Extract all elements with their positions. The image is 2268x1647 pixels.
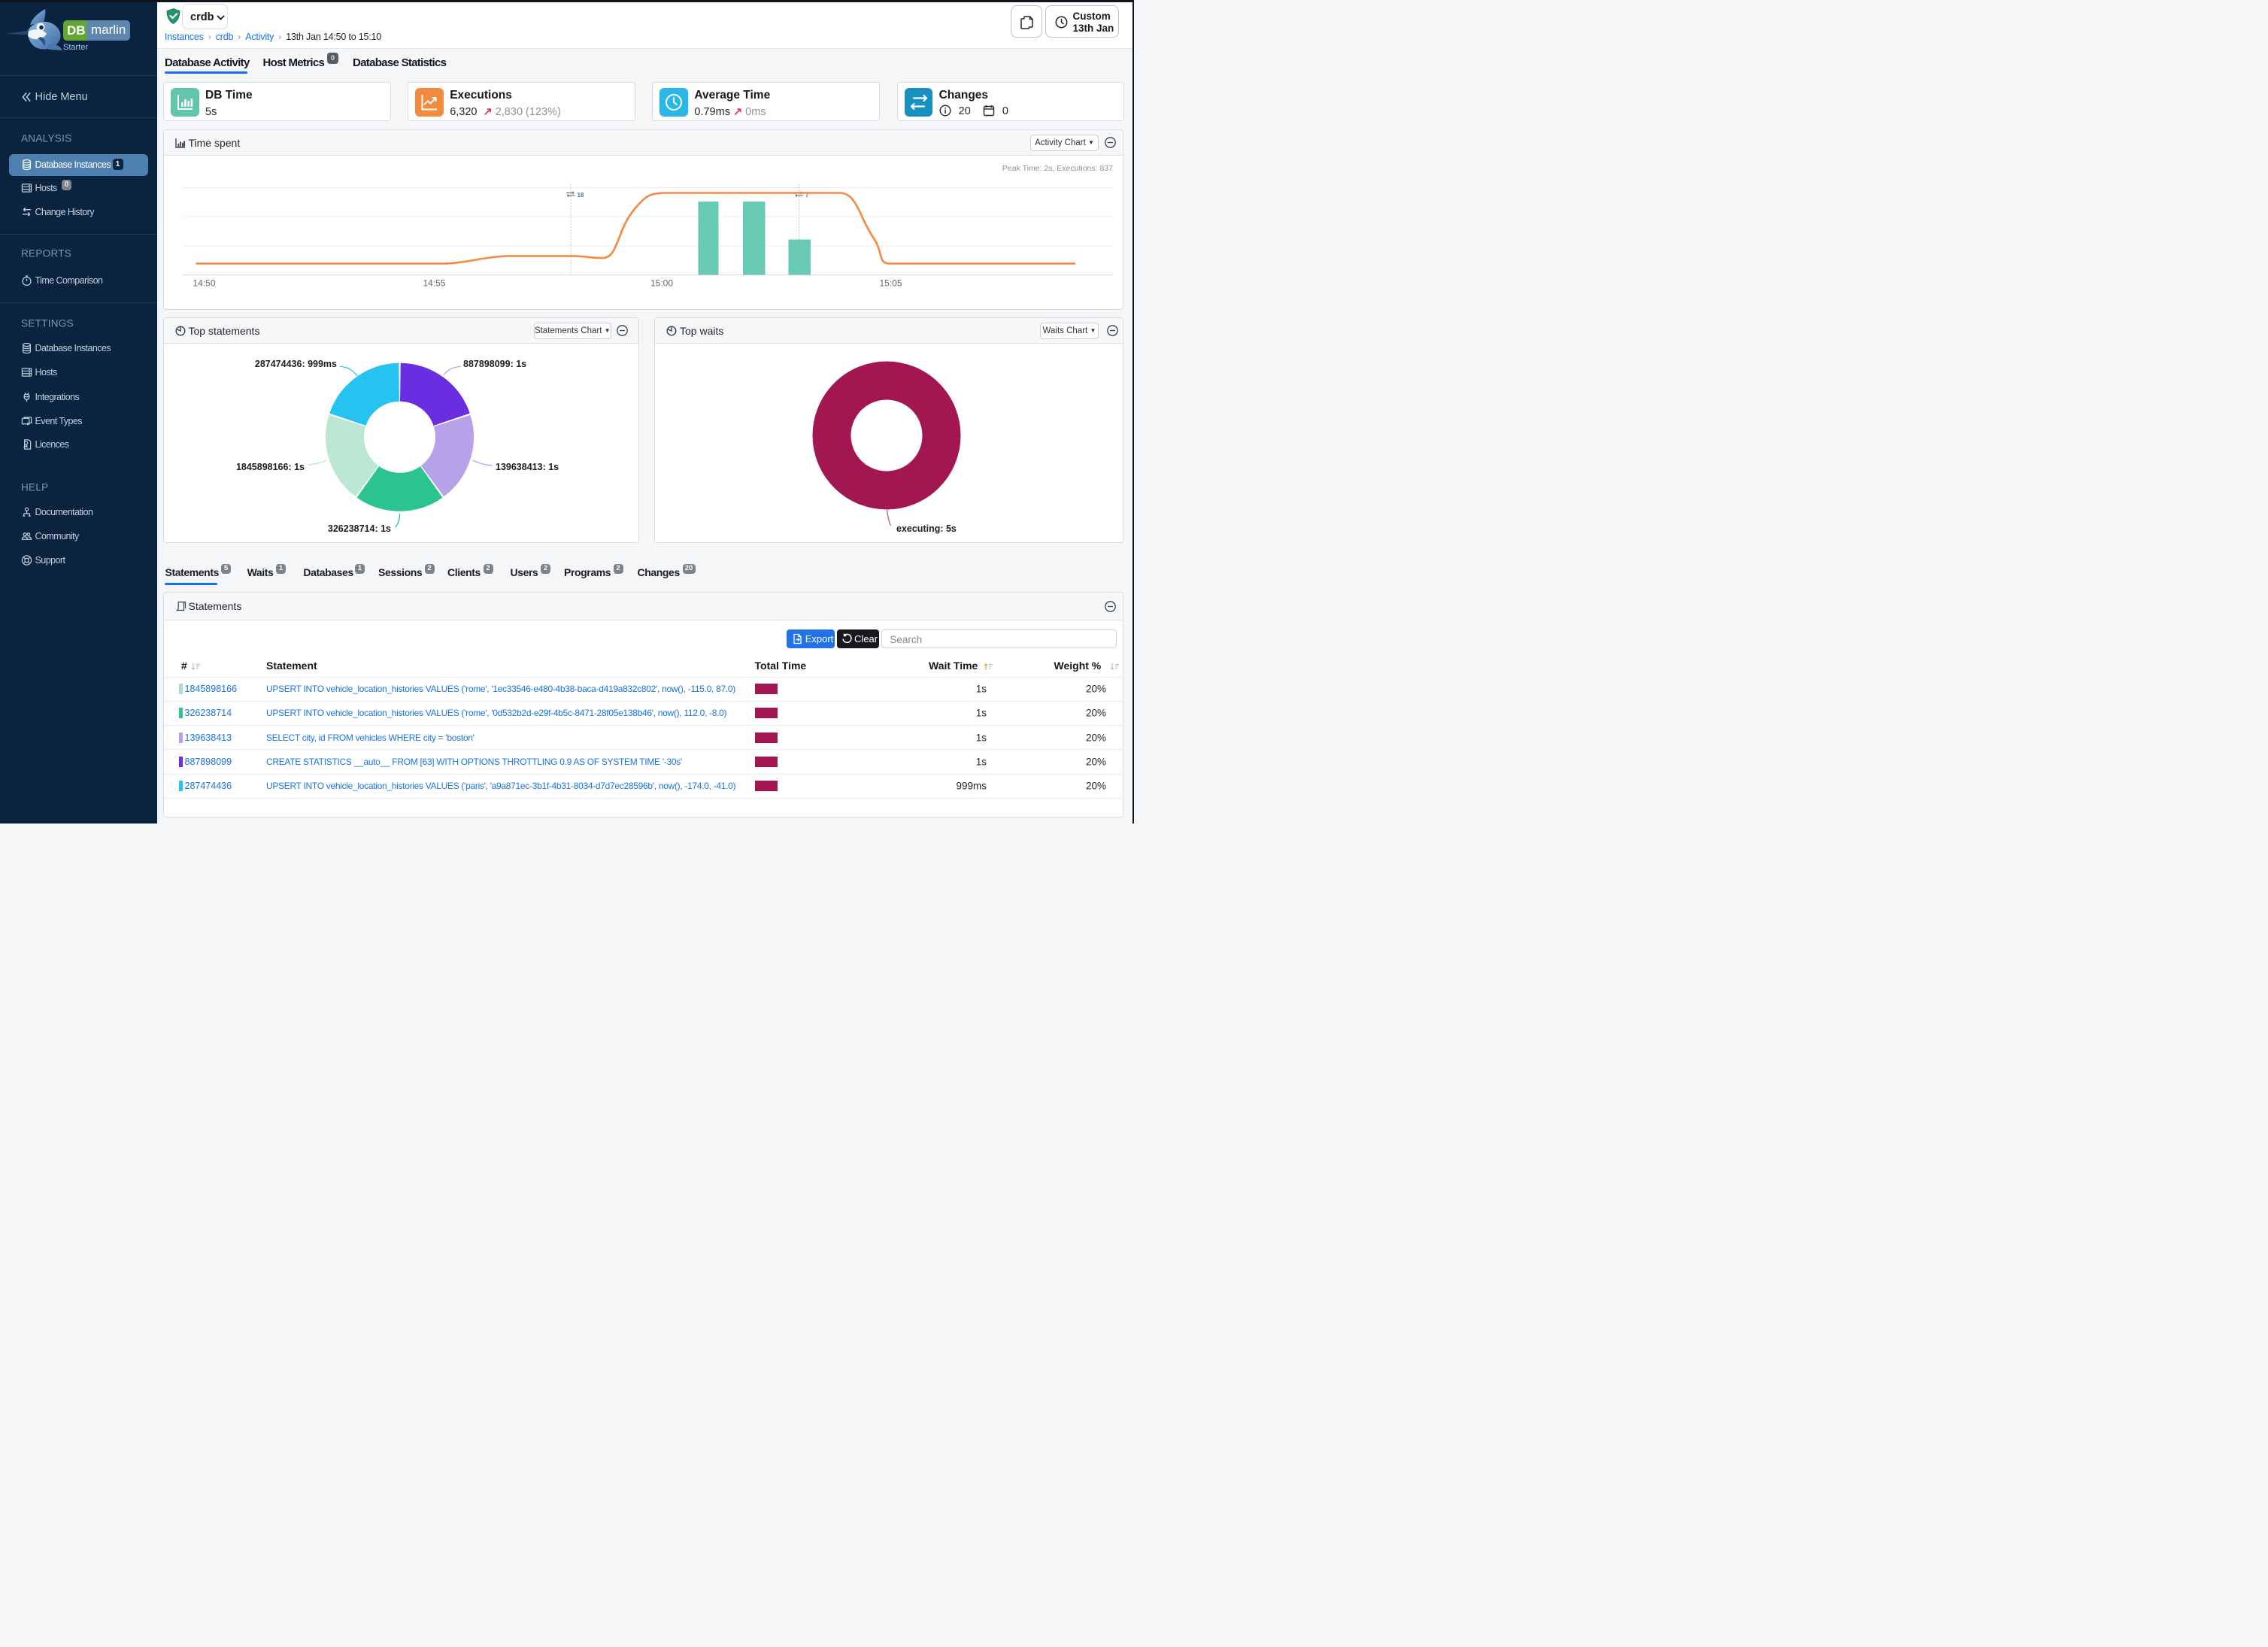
svg-text:15:00: 15:00 bbox=[650, 278, 672, 288]
svg-text:326238714: 1s: 326238714: 1s bbox=[327, 523, 390, 534]
svg-text:139638413: 1s: 139638413: 1s bbox=[496, 462, 559, 472]
svg-text:287474436: 999ms: 287474436: 999ms bbox=[254, 359, 336, 369]
svg-text:14:55: 14:55 bbox=[423, 278, 445, 288]
svg-text:Peak Time: 2s, Executions: 837: Peak Time: 2s, Executions: 837 bbox=[1002, 164, 1112, 173]
svg-text:15:05: 15:05 bbox=[879, 278, 902, 288]
svg-text:887898099: 1s: 887898099: 1s bbox=[463, 359, 526, 369]
svg-text:14:50: 14:50 bbox=[193, 278, 215, 288]
svg-text:executing: 5s: executing: 5s bbox=[896, 523, 957, 534]
svg-text:1845898166: 1s: 1845898166: 1s bbox=[235, 462, 304, 472]
svg-text:7: 7 bbox=[805, 192, 809, 199]
svg-text:18: 18 bbox=[577, 192, 584, 199]
